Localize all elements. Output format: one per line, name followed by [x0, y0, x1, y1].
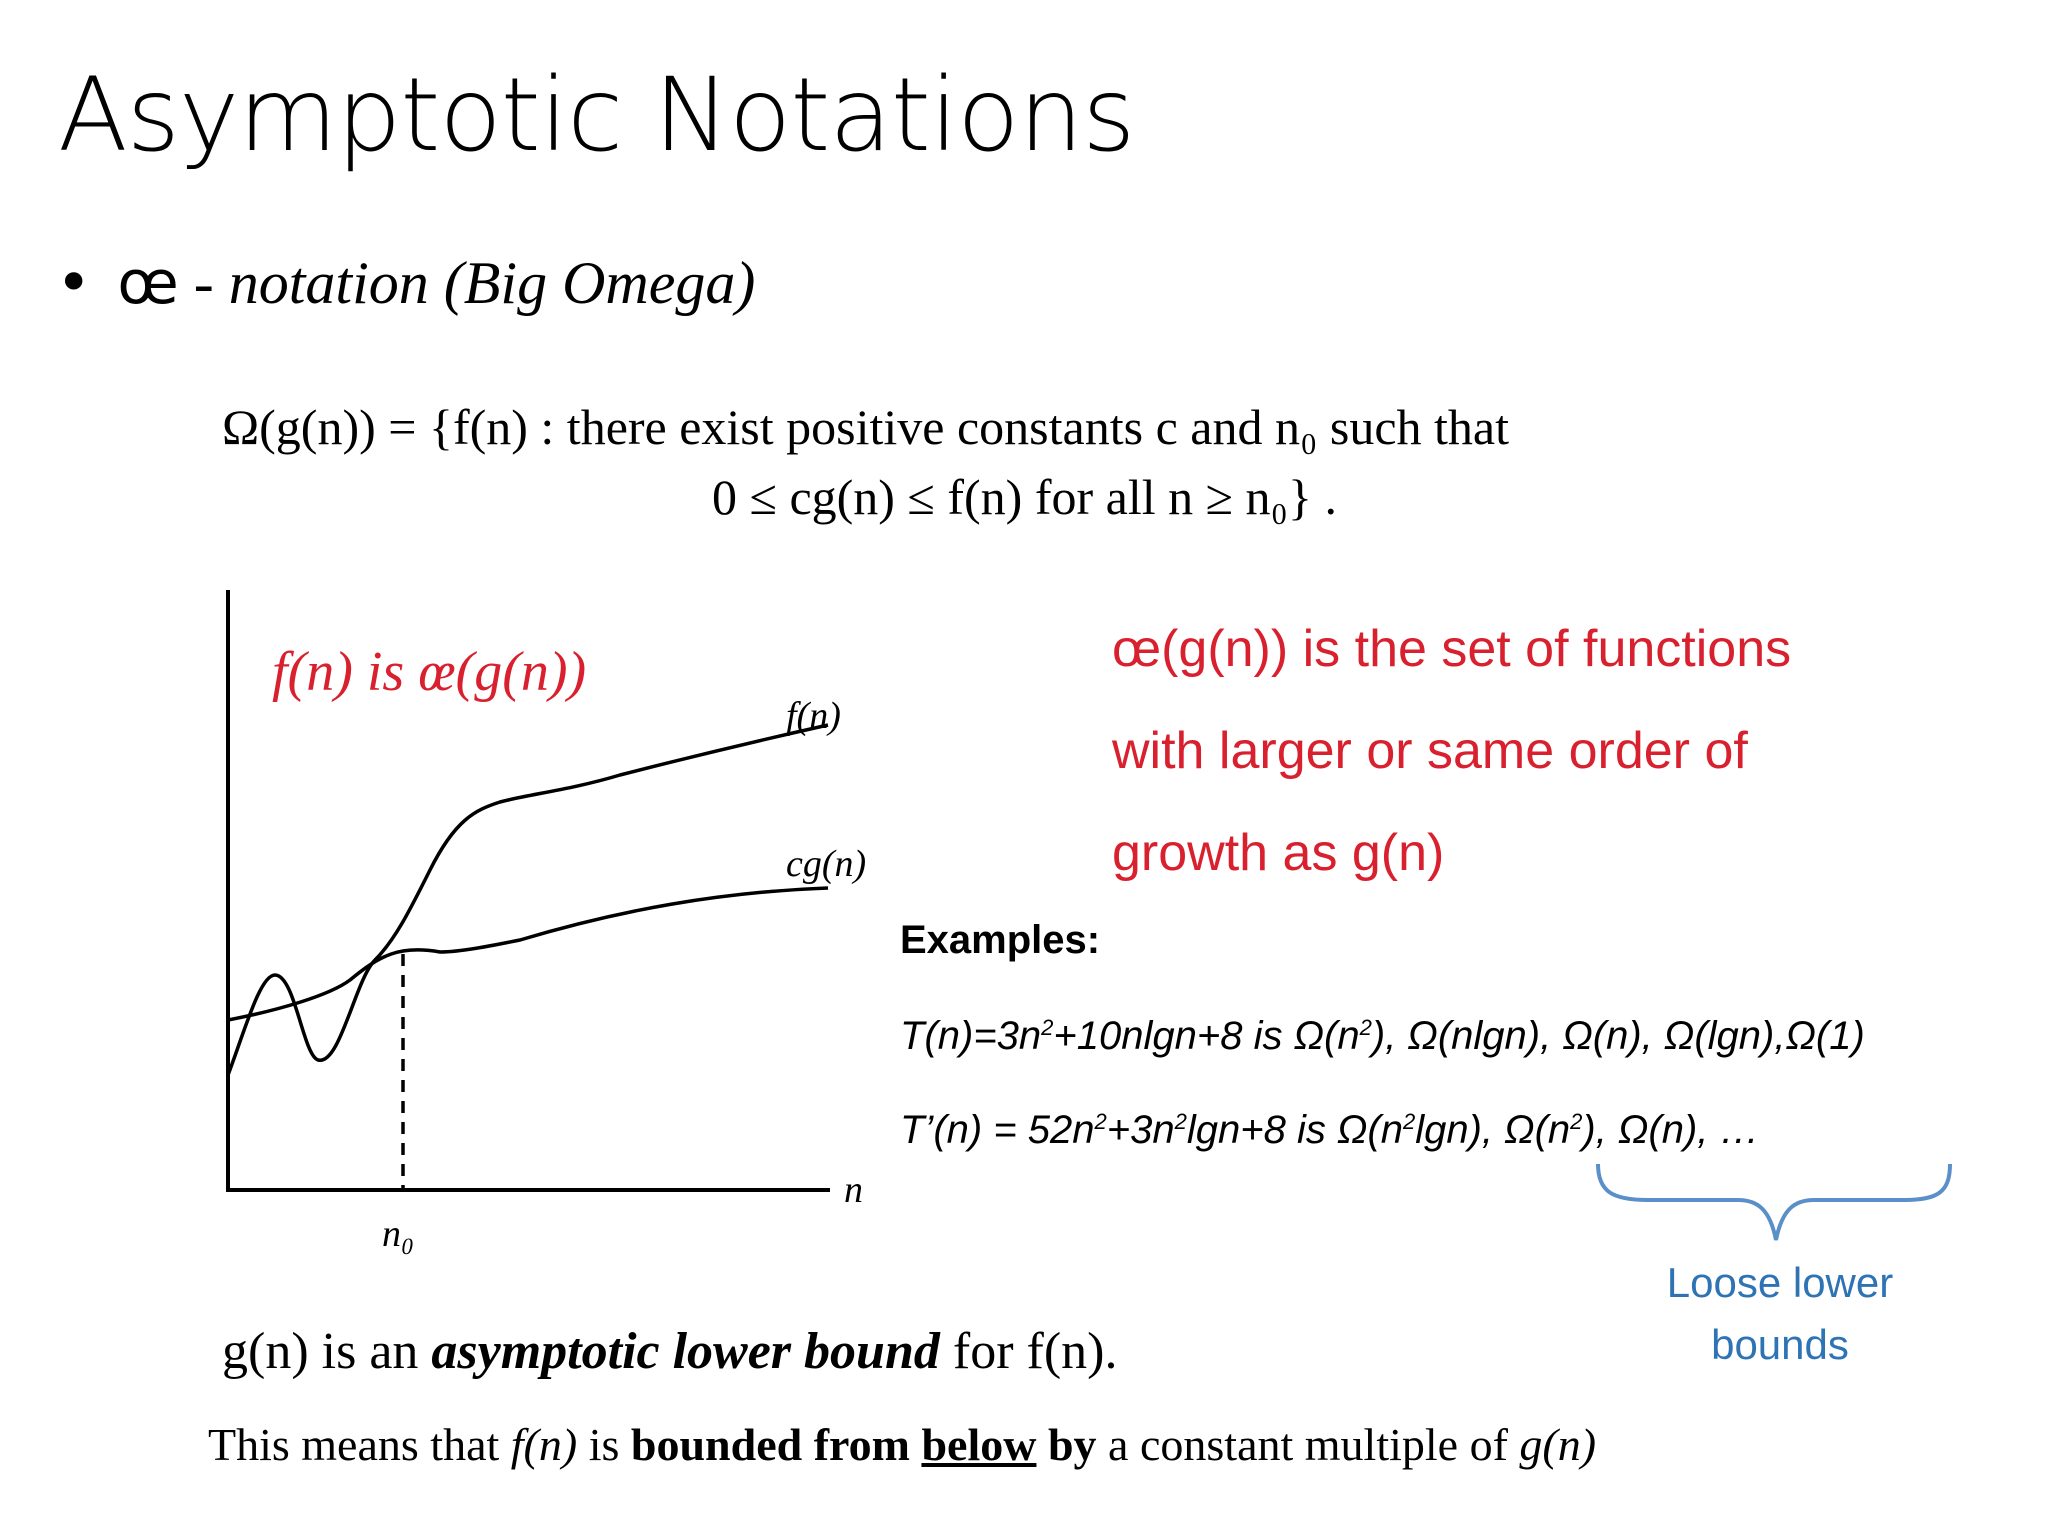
bullet-omega-notation: • œ - notation (Big Omega)	[56, 248, 755, 318]
cg-curve	[227, 886, 829, 1022]
example-2-exponent: 2	[1094, 1109, 1107, 1134]
example-1-exponent: 2	[1359, 1015, 1372, 1040]
omega-description: œ(g(n)) is the set of functions with lar…	[1112, 598, 1791, 904]
statement-emphasis: asymptotic lower bound	[431, 1323, 940, 1380]
definition-line-2: 0 ≤ cg(n) ≤ f(n) for all n ≥ n₀} .	[712, 469, 1337, 525]
omega-definition: Ω(g(n)) = {f(n) : there exist positive c…	[222, 392, 1510, 525]
example-2-part: T’(n) = 52n	[900, 1108, 1095, 1152]
example-2-part: lgn+8 is Ω(n	[1186, 1108, 1403, 1152]
description-line-2: with larger or same order of	[1112, 722, 1748, 780]
description-line-1: œ(g(n)) is the set of functions	[1112, 620, 1792, 678]
cg-label: cg(n)	[786, 843, 866, 885]
loose-lower-bounds-label: Loose lower bounds	[1666, 1259, 1894, 1368]
example-1-part: T(n)=3n	[900, 1014, 1042, 1058]
conclusion-sentence: This means that f(n) is bounded from bel…	[208, 1418, 1596, 1471]
conclusion-underlined: below	[921, 1419, 1037, 1470]
conclusion-part: a constant multiple of	[1096, 1419, 1520, 1470]
examples-heading: Examples:	[900, 918, 1101, 962]
example-2-part: ), Ω(n), …	[1582, 1108, 1760, 1152]
statement-text: g(n) is an	[222, 1323, 432, 1380]
example-2-exponent: 2	[1570, 1109, 1583, 1134]
statement-text: for f(n).	[939, 1323, 1118, 1380]
x-axis-label: n	[844, 1169, 863, 1211]
f-label: f(n)	[786, 695, 841, 737]
example-2-exponent: 2	[1174, 1109, 1187, 1134]
example-2-part: lgn), Ω(n	[1415, 1108, 1571, 1152]
lower-bound-statement: g(n) is an asymptotic lower bound for f(…	[222, 1322, 1117, 1381]
f-curve	[226, 723, 829, 1076]
conclusion-part: bounded from	[630, 1419, 922, 1470]
conclusion-part: g(n)	[1519, 1419, 1597, 1470]
conclusion-part: is	[577, 1419, 631, 1470]
omega-symbol: œ	[117, 248, 179, 318]
description-line-3: growth as g(n)	[1112, 824, 1445, 882]
bullet-dot-icon: •	[56, 248, 92, 318]
example-1: T(n)=3n2+10nlgn+8 is Ω(n2), Ω(nlgn), Ω(n…	[900, 1014, 1865, 1059]
conclusion-part: f(n)	[510, 1419, 578, 1470]
conclusion-part: This means that	[208, 1419, 511, 1470]
example-2-exponent: 2	[1402, 1109, 1416, 1134]
examples-block: Examples: T(n)=3n2+10nlgn+8 is Ω(n2), Ω(…	[900, 918, 1865, 1152]
example-1-exponent: 2	[1041, 1015, 1054, 1040]
n0-label: n₀	[382, 1213, 414, 1255]
omega-graph: f(n) cg(n) n n₀	[226, 590, 866, 1255]
bullet-text: - notation (Big Omega)	[178, 250, 756, 316]
example-1-part: +10nlgn+8 is Ω(n	[1053, 1014, 1360, 1058]
curly-brace-icon	[1596, 1163, 1952, 1241]
example-2-part: +3n	[1106, 1108, 1175, 1152]
example-1-part: ), Ω(nlgn), Ω(n), Ω(lgn),Ω(1)	[1371, 1014, 1865, 1058]
graph-caption: f(n) is œ(g(n))	[272, 641, 587, 703]
conclusion-part: by	[1036, 1419, 1097, 1470]
definition-line-1: Ω(g(n)) = {f(n) : there exist positive c…	[222, 399, 1510, 455]
example-2: T’(n) = 52n2+3n2lgn+8 is Ω(n2lgn), Ω(n2)…	[900, 1108, 1760, 1153]
slide-title: Asymptotic Notations	[58, 56, 1135, 175]
